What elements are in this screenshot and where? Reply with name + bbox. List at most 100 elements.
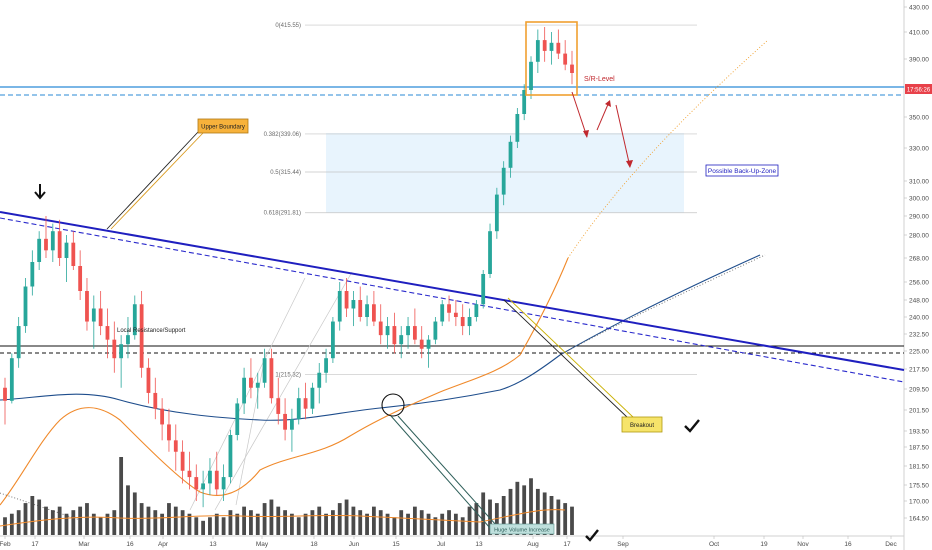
volume-bar	[235, 513, 240, 535]
volume-bar	[91, 513, 96, 535]
volume-bar	[71, 510, 76, 535]
candle-body	[37, 238, 42, 262]
candle-body	[153, 392, 158, 409]
candle-body	[522, 90, 527, 114]
candle-body	[98, 308, 103, 327]
candlesticks	[3, 27, 574, 508]
price-tick-label: 201.50	[909, 407, 929, 414]
candle-body	[112, 339, 117, 359]
breakout-callout-line	[503, 299, 629, 419]
volume-bar	[529, 478, 533, 535]
upper-boundary-label-box	[197, 118, 249, 134]
backup-zone-label-box	[705, 164, 779, 177]
volume-bar	[542, 492, 547, 535]
time-tick-label: Aug	[527, 541, 539, 548]
candle-body	[262, 358, 267, 383]
volume-bar	[78, 506, 83, 535]
volume-bar	[112, 510, 117, 535]
candle-body	[30, 262, 35, 287]
volume-bar	[187, 513, 192, 535]
volume-bar	[242, 506, 246, 535]
volume-callout-line-2	[390, 415, 491, 529]
candle-body	[242, 377, 246, 404]
volume-bar	[385, 513, 390, 535]
volume-bar	[371, 506, 376, 535]
candle-body	[119, 344, 124, 359]
price-tick-label: 248.00	[909, 297, 929, 304]
volume-bar	[50, 510, 55, 535]
volume-bar	[249, 510, 253, 535]
volume-bar	[276, 506, 281, 535]
price-tick-label: 290.00	[909, 213, 929, 220]
volume-bar	[556, 499, 561, 535]
volume-bar	[351, 506, 356, 535]
volume-bar	[98, 517, 103, 535]
candle-body	[467, 317, 472, 327]
candle-body	[515, 114, 520, 142]
time-tick-label: Sep	[617, 541, 629, 548]
projected-path-arrows	[571, 91, 633, 168]
candle-body	[249, 377, 253, 388]
candle-body	[529, 61, 533, 90]
volume-bar	[214, 513, 219, 535]
volume-bar	[160, 513, 165, 535]
volume-bar	[570, 506, 574, 535]
volume-bar	[501, 496, 506, 535]
current-price-tag	[905, 84, 932, 94]
price-tick-label: 240.00	[909, 314, 929, 321]
time-tick-label: May	[256, 541, 269, 548]
price-tick-label: 217.50	[909, 366, 929, 373]
price-tick-label: 175.50	[909, 482, 929, 489]
volume-bar	[57, 506, 62, 535]
volume-bar	[44, 506, 48, 535]
price-tick-label: 268.00	[909, 255, 929, 262]
down-arrow-icon	[34, 184, 46, 200]
candle-body	[501, 167, 506, 195]
price-tick-label: 209.50	[909, 386, 929, 393]
price-tick-label: 330.00	[909, 145, 929, 152]
time-tick-label: Oct	[709, 541, 719, 548]
upper-boundary-label: Upper Boundary	[201, 125, 245, 131]
candle-body	[324, 358, 328, 373]
fib-level-label: 1(215.32)	[275, 372, 301, 378]
volume-bar	[194, 517, 199, 535]
time-tick-label: Feb	[0, 541, 11, 548]
time-axis: Feb 17 Mar 16 Apr 13 May 18 Jun 15 Jul 13 Aug 17 Sep Oc…	[0, 536, 898, 548]
volume-bar	[255, 513, 260, 535]
volume-bar	[481, 492, 486, 535]
candle-body	[317, 372, 322, 388]
fib-level-label: 0(415.55)	[275, 23, 301, 29]
volume-bar	[303, 513, 308, 535]
candle-body	[563, 53, 568, 65]
candle-body	[105, 326, 110, 340]
volume-bar	[399, 510, 404, 535]
price-tick-label: 232.50	[909, 331, 929, 338]
time-tick-label: 16	[844, 541, 852, 548]
ma-blue-projection	[559, 254, 766, 356]
time-tick-label: Jul	[437, 541, 446, 548]
candle-body	[351, 300, 356, 309]
candle-body	[44, 238, 48, 251]
breakout-label: Breakout	[630, 423, 654, 429]
volume-bar	[262, 503, 267, 535]
candle-body	[50, 231, 55, 251]
ma-orange-projection	[567, 39, 769, 259]
candle-body	[535, 40, 540, 62]
price-tick-label: 256.00	[909, 279, 929, 286]
candle-body	[488, 231, 492, 274]
volume-bar	[378, 510, 383, 535]
volume-bar	[290, 513, 294, 535]
volume-bar	[269, 499, 274, 535]
volume-bar	[460, 517, 465, 535]
candle-body	[392, 326, 397, 345]
current-price-label: 17:56:26	[907, 88, 931, 94]
time-tick-label: 13	[475, 541, 483, 548]
time-tick-label: 15	[392, 541, 400, 548]
price-tick-label: 310.00	[909, 178, 929, 185]
candle-body	[57, 231, 62, 258]
candle-body	[180, 451, 185, 471]
candle-body	[160, 408, 165, 425]
volume-bar	[331, 510, 335, 535]
volume-bar	[64, 513, 69, 535]
